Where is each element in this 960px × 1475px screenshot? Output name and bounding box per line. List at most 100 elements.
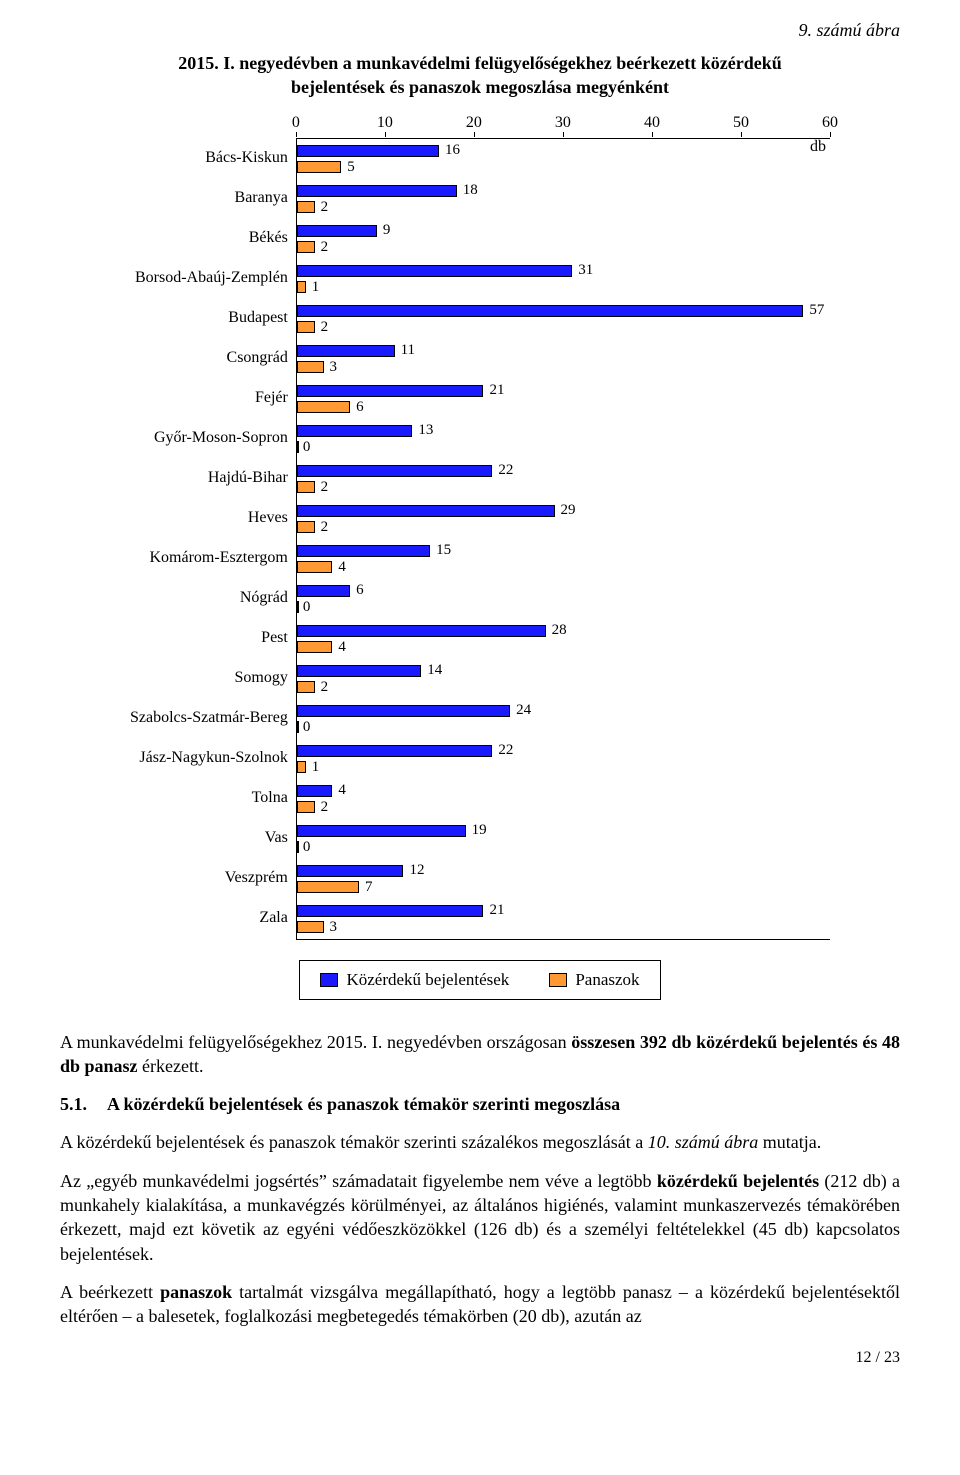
- value-label-b: 2: [321, 239, 329, 255]
- value-label-b: 3: [330, 919, 338, 935]
- value-label-a: 14: [427, 662, 442, 678]
- category-label: Győr-Moson-Sopron: [130, 418, 296, 458]
- bar-series-b: [297, 881, 359, 893]
- bar-series-a: [297, 625, 546, 637]
- value-label-a: 28: [552, 622, 567, 638]
- value-label-a: 21: [489, 382, 504, 398]
- value-label-a: 18: [463, 182, 478, 198]
- plot-area: db 0102030405060 16518292311572113216130…: [296, 114, 830, 940]
- chart-row: 12 7: [297, 859, 830, 899]
- chart-row: 31 1: [297, 259, 830, 299]
- swatch-a: [320, 973, 338, 987]
- value-label-a: 16: [445, 142, 460, 158]
- document-page: 9. számú ábra 2015. I. negyedévben a mun…: [0, 0, 960, 1407]
- bar-series-a: [297, 505, 555, 517]
- chart-row: 292: [297, 499, 830, 539]
- bar-series-a: [297, 425, 413, 437]
- bar-series-a: [297, 225, 377, 237]
- bar-chart: Bács-KiskunBaranyaBékésBorsod-Abaúj-Zemp…: [130, 114, 830, 940]
- category-label: Baranya: [130, 178, 296, 218]
- paragraph-4: A beérkezett panaszok tartalmát vizsgálv…: [60, 1280, 900, 1329]
- bar-series-b: [297, 921, 324, 933]
- section-number: 5.1.: [60, 1092, 87, 1116]
- bar-series-b: [297, 161, 341, 173]
- value-label-a: 11: [401, 342, 415, 358]
- section-title: A közérdekű bejelentések és panaszok tém…: [107, 1092, 620, 1116]
- value-label-a: 31: [578, 262, 593, 278]
- value-label-b: 0: [303, 439, 311, 455]
- chart-row: 42: [297, 779, 830, 819]
- category-label: Budapest: [130, 298, 296, 338]
- bar-series-a: [297, 465, 492, 477]
- chart-row: 221: [297, 739, 830, 779]
- value-label-b: 5: [347, 159, 355, 175]
- value-label-a: 13: [418, 422, 433, 438]
- category-label: Nógrád: [130, 578, 296, 618]
- value-label-a: 6: [356, 582, 364, 598]
- bar-series-a: [297, 825, 466, 837]
- bar-series-b: [297, 841, 299, 853]
- value-label-b: 3: [330, 359, 338, 375]
- category-label: Szabolcs-Szatmár-Bereg: [130, 698, 296, 738]
- body-text: A munkavédelmi felügyelőségekhez 2015. I…: [60, 1030, 900, 1329]
- value-label-a: 4: [338, 782, 346, 798]
- bar-series-b: [297, 721, 299, 733]
- chart-row: 92: [297, 219, 830, 259]
- category-label: Bács-Kiskun: [130, 138, 296, 178]
- value-label-b: 1: [312, 279, 320, 295]
- chart-row: 190: [297, 819, 830, 859]
- x-axis: db 0102030405060: [296, 114, 830, 139]
- value-label-a: 12: [409, 862, 424, 878]
- value-label-b: 7: [365, 879, 373, 895]
- paragraph-1: A munkavédelmi felügyelőségekhez 2015. I…: [60, 1030, 900, 1079]
- bar-series-b: [297, 681, 315, 693]
- category-label: Jász-Nagykun-Szolnok: [130, 738, 296, 778]
- chart-row: 60: [297, 579, 830, 619]
- bar-series-b: [297, 801, 315, 813]
- category-label: Vas: [130, 818, 296, 858]
- chart-row: 213: [297, 899, 830, 939]
- bar-series-b: [297, 241, 315, 253]
- chart-row: 154: [297, 539, 830, 579]
- bar-series-a: [297, 145, 439, 157]
- category-label: Békés: [130, 218, 296, 258]
- chart-title: 2015. I. negyedévben a munkavédelmi felü…: [170, 51, 790, 100]
- chart-row: 222: [297, 459, 830, 499]
- bar-series-a: [297, 385, 484, 397]
- value-label-a: 22: [498, 462, 513, 478]
- chart-row: 216: [297, 379, 830, 419]
- category-label: Csongrád: [130, 338, 296, 378]
- chart-row: 182: [297, 179, 830, 219]
- bar-series-b: [297, 601, 299, 613]
- value-label-a: 15: [436, 542, 451, 558]
- category-label: Veszprém: [130, 858, 296, 898]
- value-label-b: 0: [303, 839, 311, 855]
- bar-series-b: [297, 761, 306, 773]
- swatch-b: [549, 973, 567, 987]
- category-label: Tolna: [130, 778, 296, 818]
- bar-series-a: [297, 785, 333, 797]
- bar-series-a: [297, 585, 350, 597]
- legend-item-a: Közérdekű bejelentések: [320, 970, 509, 990]
- bar-series-b: [297, 561, 333, 573]
- value-label-b: 2: [321, 319, 329, 335]
- value-label-b: 4: [338, 639, 346, 655]
- value-label-b: 2: [321, 519, 329, 535]
- category-label: Zala: [130, 898, 296, 938]
- tick-label: 10: [377, 114, 393, 132]
- legend-label-a: Közérdekű bejelentések: [346, 970, 509, 990]
- category-label: Borsod-Abaúj-Zemplén: [130, 258, 296, 298]
- figure-number: 9. számú ábra: [60, 20, 900, 41]
- category-label: Hajdú-Bihar: [130, 458, 296, 498]
- value-label-a: 9: [383, 222, 391, 238]
- value-label-b: 0: [303, 719, 311, 735]
- bar-series-b: [297, 401, 350, 413]
- y-axis-labels: Bács-KiskunBaranyaBékésBorsod-Abaúj-Zemp…: [130, 114, 296, 938]
- chart-row: 28 4: [297, 619, 830, 659]
- category-label: Pest: [130, 618, 296, 658]
- bar-series-b: [297, 441, 299, 453]
- bar-series-a: [297, 865, 404, 877]
- value-label-b: 0: [303, 599, 311, 615]
- bar-series-a: [297, 745, 492, 757]
- tick-label: 30: [555, 114, 571, 132]
